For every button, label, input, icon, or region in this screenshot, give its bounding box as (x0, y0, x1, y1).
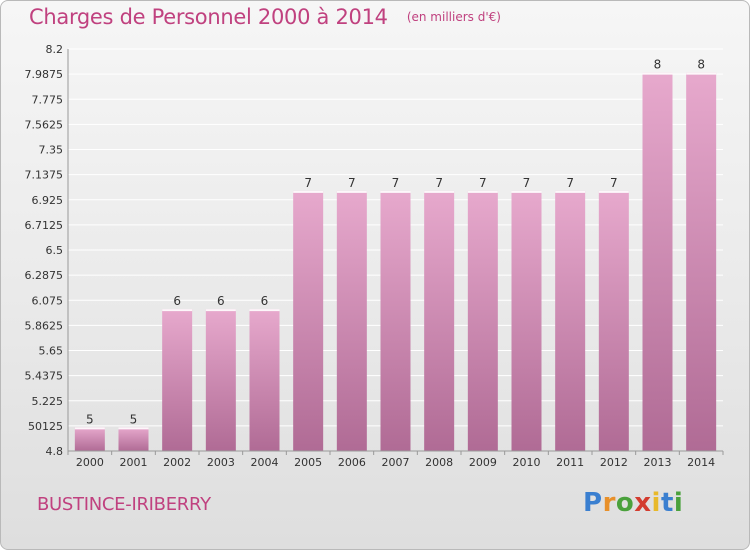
data-label: 6 (173, 294, 181, 308)
x-tick-label: 2011 (556, 456, 584, 469)
bar (642, 72, 673, 451)
x-tick-label: 2013 (644, 456, 672, 469)
bar-top-highlight (424, 190, 455, 193)
y-tick-label: 7.5625 (25, 118, 64, 131)
y-tick-label: 5.8625 (25, 319, 64, 332)
x-tick-label: 2001 (120, 456, 148, 469)
y-tick-label: 5.225 (32, 395, 64, 408)
data-labels: 5 5 6 6 6 7 7 7 7 7 7 7 7 8 8 (86, 58, 705, 427)
data-label: 6 (217, 294, 225, 308)
y-tick-label: 5.4375 (25, 370, 64, 383)
y-tick-label: 7.775 (32, 93, 64, 106)
logo-letter: r (602, 488, 616, 518)
y-tick-labels: 4.8 50125 5.225 5.4375 5.65 5.8625 6.075 6.2875… (25, 43, 64, 458)
y-tick-label: 6.075 (32, 294, 64, 307)
proxiti-logo[interactable]: Proxiti (583, 488, 683, 518)
bar-top-highlight (162, 309, 193, 312)
logo-letter: i (651, 488, 661, 518)
data-label: 8 (697, 58, 705, 72)
logo-letter: o (615, 488, 635, 518)
title-line: Charges de Personnel 2000 à 2014 (en mil… (29, 5, 501, 29)
y-tick-label: 8.2 (46, 43, 64, 56)
y-tick-label: 5.65 (39, 345, 64, 358)
data-label: 7 (479, 176, 487, 190)
y-tick-label: 7.35 (39, 144, 64, 157)
logo-letter: P (583, 488, 603, 518)
data-label: 7 (610, 176, 618, 190)
y-tick-label: 6.925 (32, 194, 64, 207)
x-tick-label: 2010 (513, 456, 541, 469)
commune-name: BUSTINCE-IRIBERRY (37, 494, 211, 515)
bar-top-highlight (205, 309, 236, 312)
bar-top-highlight (511, 190, 542, 193)
x-tick-label: 2003 (207, 456, 235, 469)
bar-top-highlight (249, 309, 280, 312)
bar (424, 190, 455, 451)
y-tick-label: 50125 (28, 420, 63, 433)
bar-top-highlight (118, 427, 149, 430)
data-label: 7 (523, 176, 531, 190)
data-label: 8 (654, 58, 662, 72)
bar-top-highlight (686, 72, 717, 75)
x-tick-label: 2008 (425, 456, 453, 469)
bar-top-highlight (74, 427, 105, 430)
data-label: 6 (261, 294, 269, 308)
bar-top-highlight (293, 190, 324, 193)
chart-subtitle: (en milliers d'€) (406, 10, 501, 24)
y-tick-label: 7.9875 (25, 68, 64, 81)
bar (380, 190, 411, 451)
x-tick-label: 2002 (163, 456, 191, 469)
data-label: 7 (435, 176, 443, 190)
bar (686, 72, 717, 451)
bar (118, 427, 149, 451)
data-label: 7 (304, 176, 312, 190)
data-label: 7 (392, 176, 400, 190)
bar-top-highlight (467, 190, 498, 193)
x-tick-label: 2000 (76, 456, 104, 469)
bar (293, 190, 324, 451)
bar (511, 190, 542, 451)
x-tick-label: 2014 (687, 456, 715, 469)
data-label: 7 (348, 176, 356, 190)
bar-top-highlight (598, 190, 629, 193)
data-label: 5 (130, 412, 138, 426)
bar (336, 190, 367, 451)
bar-top-highlight (380, 190, 411, 193)
bar-top-highlight (555, 190, 586, 193)
x-tick-label: 2012 (600, 456, 628, 469)
bar (205, 309, 236, 451)
bar (74, 427, 105, 451)
x-tick-label: 2004 (251, 456, 279, 469)
y-tick-label: 6.2875 (25, 269, 64, 282)
data-label: 5 (86, 412, 94, 426)
data-label: 7 (566, 176, 574, 190)
x-tick-label: 2009 (469, 456, 497, 469)
y-tick-label: 7.1375 (25, 169, 64, 182)
bar-top-highlight (642, 72, 673, 75)
y-tick-label: 4.8 (46, 445, 64, 458)
bar (249, 309, 280, 451)
x-tick-label: 2005 (294, 456, 322, 469)
bar (162, 309, 193, 451)
bars (74, 72, 717, 451)
x-tick-label: 2007 (382, 456, 410, 469)
y-tick-label: 6.5 (46, 244, 64, 257)
logo-letter: t (660, 488, 674, 518)
x-tick-label: 2006 (338, 456, 366, 469)
chart-title: Charges de Personnel 2000 à 2014 (29, 5, 388, 29)
bar (555, 190, 586, 451)
logo-letter: x (634, 488, 652, 518)
x-tick-labels: 2000 2001 2002 2003 2004 2005 2006 2007 2008 2009… (76, 456, 715, 469)
bar (598, 190, 629, 451)
bar (467, 190, 498, 451)
logo-letter: i (673, 488, 684, 518)
axes (67, 49, 724, 455)
bar-top-highlight (336, 190, 367, 193)
y-tick-label: 6.7125 (25, 219, 64, 232)
